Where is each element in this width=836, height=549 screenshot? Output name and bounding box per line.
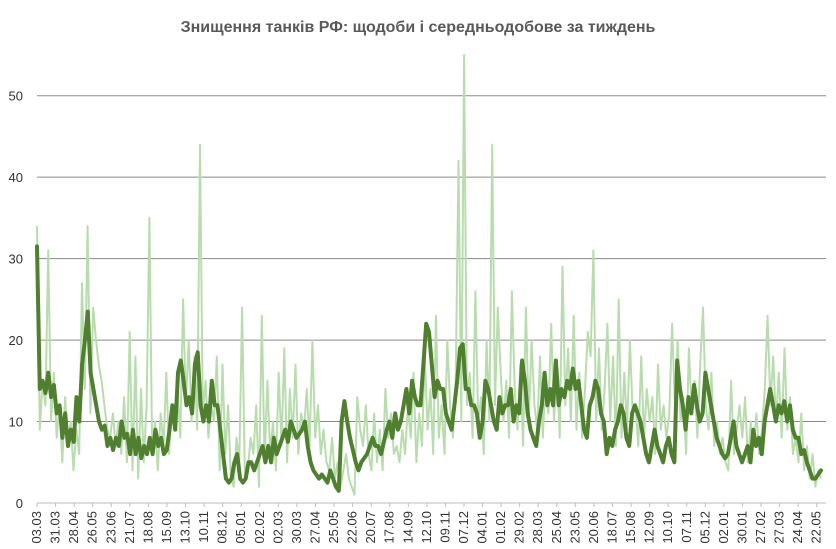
x-tick-label: 03.03 [29,511,44,544]
y-tick-label: 50 [9,89,23,104]
x-tick-label: 23.05 [567,511,582,544]
x-tick-label: 21.07 [122,511,137,544]
x-tick-label: 23.06 [103,511,118,544]
x-tick-label: 07.12 [456,511,471,544]
x-tick-label: 26.05 [85,511,100,544]
x-tick-label: 27.03 [772,511,787,544]
y-tick-label: 20 [9,333,23,348]
x-tick-label: 10.10 [660,511,675,544]
x-tick-label: 15.08 [623,511,638,544]
x-tick-label: 12.10 [419,511,434,544]
x-tick-label: 30.03 [289,511,304,544]
chart-title: Знищення танків РФ: щодоби і середньодоб… [181,19,656,36]
x-tick-label: 14.09 [400,511,415,544]
x-tick-label: 13.10 [178,511,193,544]
x-tick-label: 07.11 [679,511,694,543]
x-tick-label: 29.02 [512,511,527,544]
y-tick-label: 10 [9,415,23,430]
y-tick-label: 40 [9,170,23,185]
y-tick-label: 0 [16,496,23,511]
x-tick-label: 18.07 [605,511,620,544]
y-axis-ticks: 0 10 20 30 40 50 [9,89,23,511]
x-tick-label: 18.08 [140,511,155,544]
x-tick-label: 15.09 [159,511,174,544]
x-tick-label: 09.11 [437,511,452,543]
x-tick-label: 24.04 [790,511,805,544]
x-tick-label: 01.02 [493,511,508,544]
x-tick-label: 25.05 [326,511,341,544]
x-tick-label: 05.01 [233,511,248,544]
series-weekly-average-line [35,244,823,493]
x-tick-label: 17.08 [382,511,397,544]
x-tick-label: 30.01 [734,511,749,544]
x-tick-label: 28.04 [66,511,81,544]
x-tick-label: 04.01 [475,511,490,544]
x-tick-label: 10.11 [196,511,211,543]
x-tick-label: 25.04 [549,511,564,544]
x-tick-label: 22.06 [345,511,360,544]
x-axis-ticks: 03.03 31.03 28.04 26.05 23.06 21.07 18.08 15.09… [29,503,824,544]
x-tick-label: 27.02 [753,511,768,544]
x-tick-label: 28.03 [530,511,545,544]
x-tick-label: 22.05 [809,511,824,544]
x-tick-label: 27.04 [307,511,322,544]
y-tick-label: 30 [9,252,23,267]
x-tick-label: 05.12 [697,511,712,544]
x-tick-label: 31.03 [48,511,63,544]
x-tick-label: 20.06 [586,511,601,544]
x-tick-label: 02.02 [252,511,267,544]
x-tick-label: 02.03 [270,511,285,544]
series-daily-line [36,54,822,496]
x-tick-label: 02.01 [716,511,731,544]
x-tick-label: 20.07 [363,511,378,544]
x-tick-label: 12.09 [642,511,657,544]
grid-lines [37,95,826,423]
x-tick-label: 08.12 [215,511,230,544]
